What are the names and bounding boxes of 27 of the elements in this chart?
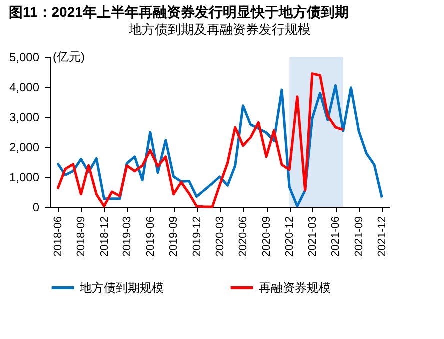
y-tick-label: 2,000 xyxy=(9,140,40,154)
x-tick-label: 2021-03 xyxy=(306,216,319,257)
x-tick-label: 2020-03 xyxy=(214,216,226,257)
x-tick-label: 2019-12 xyxy=(191,216,204,257)
x-tick-label: 2020-06 xyxy=(238,216,250,257)
y-tick-label: 0 xyxy=(32,200,40,214)
x-tick-label: 2018-06 xyxy=(52,216,64,257)
chart-subtitle: 地方债到期及再融资券发行规模 xyxy=(128,22,311,37)
x-tick-label: 2019-06 xyxy=(144,216,157,257)
x-tick-label: 2019-09 xyxy=(168,216,180,257)
y-tick-label: 4,000 xyxy=(9,80,40,94)
legend-label: 地方债到期规模 xyxy=(79,281,164,295)
x-tick-label: 2021-06 xyxy=(330,216,342,257)
chart-title: 图11：2021年上半年再融资券发行明显快于地方债到期 xyxy=(8,4,349,20)
y-tick-label: 3,000 xyxy=(9,110,40,124)
x-tick-label: 2021-09 xyxy=(354,216,366,257)
x-tick-label: 2020-12 xyxy=(284,216,296,257)
x-tick-label: 2020-09 xyxy=(261,216,274,257)
line-series xyxy=(56,72,345,208)
y-axis-title: (亿元) xyxy=(53,50,85,64)
x-tick-label: 2018-12 xyxy=(98,216,111,257)
x-tick-label: 2021-12 xyxy=(376,216,389,257)
x-tick-label: 2018-09 xyxy=(76,216,88,257)
x-tick-label: 2019-03 xyxy=(122,216,134,257)
y-tick-label: 5,000 xyxy=(9,50,40,64)
legend-label: 再融资券规模 xyxy=(259,281,331,295)
y-tick-label: 1,000 xyxy=(9,170,40,184)
